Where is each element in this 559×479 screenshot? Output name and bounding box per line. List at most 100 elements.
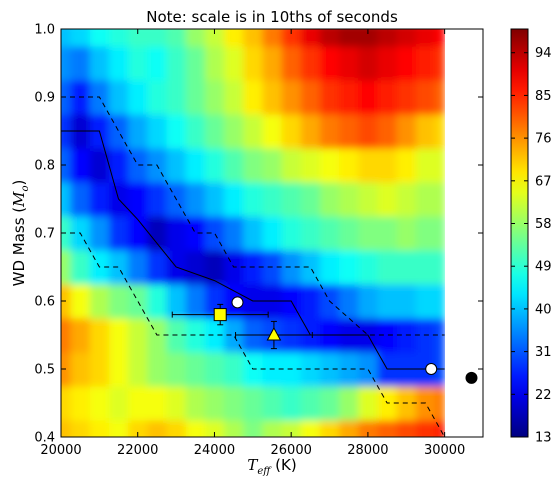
heatmap-cell [224, 114, 244, 149]
heatmap-cell [147, 386, 168, 421]
heatmap-cell [243, 216, 263, 251]
heatmap-cell [358, 148, 379, 183]
heatmap-cell [320, 148, 340, 183]
x-tick-label: 28000 [347, 443, 388, 458]
y-tick-label: 0.6 [34, 295, 55, 310]
heatmap-cell [243, 80, 263, 115]
x-axis: 20000 22000 24000 26000 28000 30000 [40, 29, 465, 458]
heatmap-cell [300, 114, 321, 149]
heatmap-cell [396, 114, 417, 149]
heatmap-cell [281, 29, 302, 47]
heatmap-cell [300, 420, 321, 437]
x-tick-label: 20000 [40, 443, 81, 458]
heatmap-cell [185, 420, 206, 437]
heatmap-cell [281, 46, 302, 81]
heatmap-cell [185, 80, 206, 115]
x-tick-label: 26000 [271, 443, 312, 458]
heatmap-cell [339, 352, 359, 387]
heatmap-cell [358, 182, 379, 217]
heatmap-cell [128, 216, 148, 251]
heatmap-cell [435, 420, 446, 437]
heatmap-cell [89, 284, 110, 319]
heatmap-cell [358, 80, 379, 115]
heatmap-cell [435, 182, 446, 217]
heatmap-cell [339, 46, 359, 81]
heatmap-cell [128, 29, 148, 47]
heatmap-cell [109, 318, 129, 353]
heatmap-cell [396, 80, 417, 115]
heatmap-cell [320, 114, 340, 149]
heatmap-cell [70, 386, 91, 421]
heatmap-cell [262, 114, 283, 149]
heatmap-cell [377, 80, 398, 115]
heatmap-cell [147, 420, 168, 437]
heatmap-cell [320, 250, 340, 285]
heatmap-cell [320, 29, 340, 47]
y-tick-label: 0.5 [34, 363, 55, 378]
heatmap-cell [300, 284, 321, 319]
heatmap-cell [281, 420, 302, 437]
colorbar-tick-label: 67 [535, 174, 552, 189]
heatmap-cell [224, 80, 244, 115]
heatmap-cell [396, 216, 417, 251]
heatmap-cell [185, 386, 206, 421]
heatmap-cell [339, 420, 359, 437]
heatmap-cell [281, 80, 302, 115]
x-tick-label: 30000 [424, 443, 465, 458]
heatmap-cell [320, 46, 340, 81]
heatmap-cell [204, 250, 225, 285]
heatmap-cell [204, 114, 225, 149]
heatmap-cell [61, 80, 72, 115]
heatmap-cell [320, 216, 340, 251]
colorbar: 13 22 31 40 49 58 67 76 85 94 [510, 28, 552, 446]
heatmap-cell [204, 318, 225, 353]
heatmap-cell [358, 284, 379, 319]
heatmap-cell [377, 148, 398, 183]
heatmap-cell [224, 29, 244, 47]
heatmap-cell [166, 216, 187, 251]
heatmap-cell [185, 148, 206, 183]
heatmap-cell [358, 114, 379, 149]
heatmap-cell [185, 46, 206, 81]
heatmap-cell [415, 114, 436, 149]
heatmap-cell [70, 182, 91, 217]
heatmap-cell [185, 182, 206, 217]
heatmap-cell [166, 29, 187, 47]
heatmap-cell [262, 148, 283, 183]
heatmap-cell [61, 250, 72, 285]
heatmap-cell [204, 80, 225, 115]
heatmap-cell [358, 29, 379, 47]
heatmap-cell [70, 318, 91, 353]
heatmap-cell [224, 386, 244, 421]
heatmap-cell [61, 352, 72, 387]
heatmap-cell [109, 352, 129, 387]
heatmap-cell [89, 182, 110, 217]
heatmap-cell [300, 29, 321, 47]
heatmap-cell [262, 29, 283, 47]
heatmap-cell [415, 29, 436, 47]
heatmap-cell [396, 46, 417, 81]
heatmap-cell [61, 46, 72, 81]
heatmap-cell [435, 318, 446, 353]
colorbar-tick-label: 13 [535, 431, 552, 446]
heatmap-cell [300, 386, 321, 421]
heatmap-cell [339, 148, 359, 183]
heatmap-cell [435, 250, 446, 285]
heatmap-cell [415, 284, 436, 319]
heatmap-cell [61, 284, 72, 319]
x-tick-label: 24000 [194, 443, 235, 458]
heatmap-cell [147, 29, 168, 47]
heatmap-cell [339, 182, 359, 217]
heatmap-cell [435, 148, 446, 183]
colorbar-tick-label: 22 [535, 388, 552, 403]
heatmap-cell [224, 148, 244, 183]
x-axis-label: Teff (K) [247, 456, 296, 477]
heatmap-cell [70, 352, 91, 387]
heatmap-cell [300, 250, 321, 285]
heatmap-cell [61, 216, 72, 251]
heatmap-cell [185, 352, 206, 387]
heatmap-cell [262, 386, 283, 421]
y-axis: 0.4 0.5 0.6 0.7 0.8 0.9 1.0 [34, 23, 483, 446]
heatmap-cell [128, 420, 148, 437]
